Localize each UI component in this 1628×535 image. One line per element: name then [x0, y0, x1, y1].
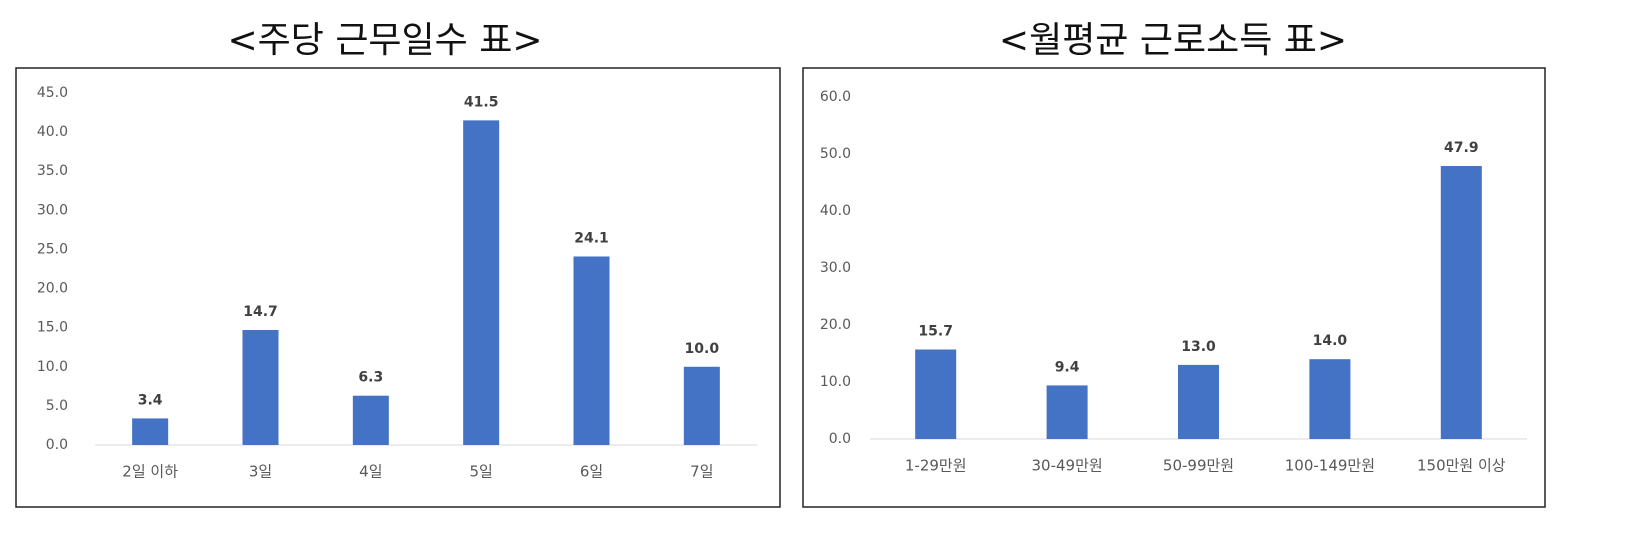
bar [352, 395, 389, 445]
x-tick-label: 2일 이하 [122, 463, 178, 481]
x-tick-label: 4일 [359, 463, 382, 481]
chart-title: <주당 근무일수 표> [227, 20, 542, 61]
bar [683, 366, 720, 445]
value-label: 47.9 [1444, 140, 1479, 156]
bar [132, 418, 169, 445]
y-tick-label: 45.0 [37, 85, 68, 101]
value-label: 9.4 [1055, 359, 1080, 375]
y-tick-label: 20.0 [820, 317, 851, 333]
y-tick-label: 50.0 [820, 146, 851, 162]
x-tick-label: 30-49만원 [1032, 457, 1103, 475]
bar [1046, 385, 1088, 439]
x-tick-label: 5일 [469, 463, 492, 481]
bar [242, 330, 279, 445]
bar [1440, 165, 1482, 439]
value-label: 41.5 [464, 94, 499, 110]
bar [573, 256, 610, 445]
y-tick-label: 25.0 [37, 241, 68, 257]
y-tick-label: 10.0 [37, 359, 68, 375]
y-tick-label: 10.0 [820, 374, 851, 390]
y-tick-label: 40.0 [820, 203, 851, 219]
y-tick-label: 35.0 [37, 163, 68, 179]
x-tick-label: 100-149만원 [1285, 457, 1375, 475]
y-tick-label: 30.0 [37, 202, 68, 218]
value-label: 13.0 [1181, 339, 1216, 355]
value-label: 14.7 [243, 304, 278, 320]
value-label: 6.3 [358, 370, 383, 386]
y-tick-label: 20.0 [37, 281, 68, 297]
y-tick-label: 60.0 [820, 89, 851, 105]
y-tick-label: 0.0 [46, 437, 68, 453]
x-tick-label: 7일 [690, 463, 713, 481]
y-tick-label: 5.0 [46, 398, 68, 414]
x-tick-label: 50-99만원 [1163, 457, 1234, 475]
x-tick-label: 150만원 이상 [1417, 457, 1506, 475]
y-tick-label: 30.0 [820, 260, 851, 276]
value-label: 15.7 [918, 324, 953, 340]
bar [1178, 364, 1219, 439]
y-tick-label: 0.0 [829, 431, 851, 447]
chart-title: <월평균 근로소득 표> [999, 20, 1347, 61]
x-tick-label: 1-29만원 [905, 457, 967, 475]
value-label: 10.0 [685, 341, 720, 357]
bar [915, 349, 957, 439]
chart-frame [802, 67, 1546, 508]
y-tick-label: 40.0 [37, 124, 68, 140]
x-tick-label: 3일 [249, 463, 272, 481]
value-label: 14.0 [1313, 333, 1348, 349]
x-tick-label: 6일 [580, 463, 603, 481]
bar [463, 120, 500, 445]
value-label: 3.4 [138, 392, 163, 408]
y-tick-label: 15.0 [37, 320, 68, 336]
value-label: 24.1 [574, 230, 609, 246]
chart-frame [15, 67, 781, 508]
bar [1309, 359, 1351, 439]
